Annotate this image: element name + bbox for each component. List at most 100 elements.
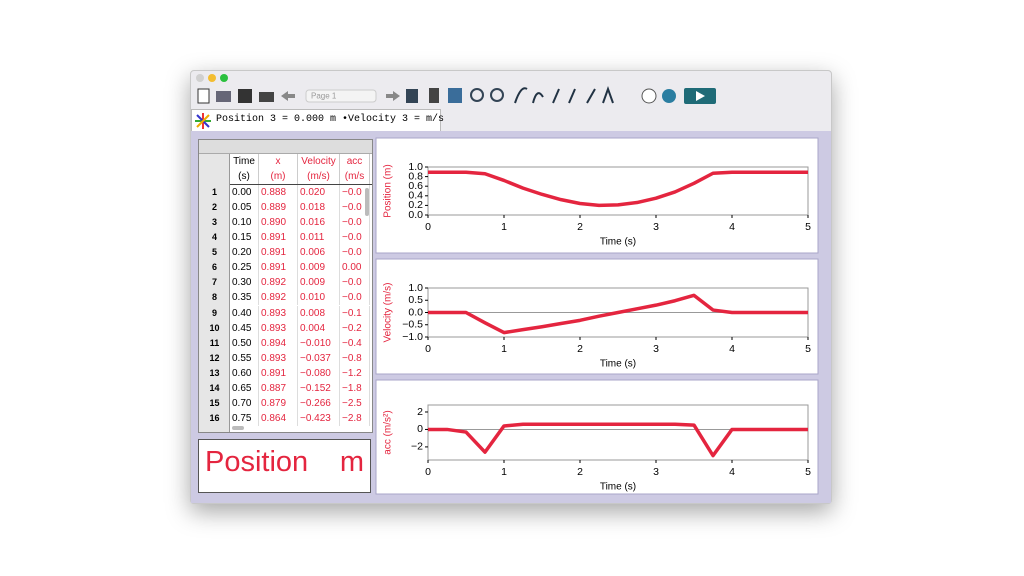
table-cell: 0.75 [230,411,259,427]
row-number: 15 [209,397,220,408]
row-number: 14 [209,382,220,393]
table-cell: 0.016 [298,215,340,231]
y-tick-label: 0 [417,423,423,435]
x-tick-label: 2 [577,343,583,355]
table-cell: 0.50 [230,335,259,351]
header-blank [199,140,372,154]
row-header-column [199,154,230,432]
table-cell: −0.0 [340,230,370,246]
y-axis-title: Position (m) [383,164,394,217]
table-cell: −0.423 [298,411,340,427]
table-cell: 0.004 [298,320,340,336]
x-tick-label: 5 [805,343,811,355]
row-number: 8 [211,292,217,303]
table-cell: 0.891 [259,260,298,276]
row-number: 6 [211,262,217,273]
y-tick-label: 0.2 [408,199,423,211]
row-number: 13 [209,367,220,378]
y-tick-label: 1.0 [408,282,423,294]
table-cell: −0.152 [298,380,340,396]
table-cell: −0.0 [340,290,370,306]
table-cell: −0.4 [340,335,370,351]
status-tab[interactable]: Position 3 = 0.000 m •Velocity 3 = m/s [191,109,444,133]
x-tick-label: 5 [805,221,811,233]
y-tick-label: 0.5 [408,294,423,306]
table-cell: −1.8 [340,380,370,396]
y-tick-label: 1.0 [408,161,423,173]
x-tick-label: 4 [729,343,735,355]
table-cell: 0.00 [230,185,259,200]
x-tick-label: 3 [653,343,659,355]
table-cell: −0.0 [340,200,370,216]
row-number: 11 [209,337,220,348]
x-tick-label: 0 [425,466,431,478]
data-line [428,422,808,458]
table-cell: −0.0 [340,215,370,231]
table-cell: 0.40 [230,305,259,321]
status-icon [195,113,211,129]
table-cell: 0.879 [259,395,298,411]
row-number: 3 [211,217,217,228]
table-cell: 0.009 [298,275,340,291]
table-cell: 0.30 [230,275,259,291]
table-cell: 0.893 [259,350,298,366]
scrollbar [365,188,369,216]
x-tick-label: 1 [501,343,507,355]
minimize-button[interactable] [208,74,216,82]
row-number: 10 [209,322,220,333]
table-cell: −2.8 [340,411,370,427]
table-cell: 0.890 [259,215,298,231]
row-number: 2 [211,202,217,213]
meter-unit: m [339,446,364,478]
x-tick-label: 5 [805,466,811,478]
column-header: x [259,154,298,169]
table-cell: 0.020 [298,185,340,200]
x-tick-label: 0 [425,221,431,233]
column-header: (m) [259,169,298,184]
table-cell: −0.080 [298,365,340,381]
table-cell: 0.893 [259,305,298,321]
x-tick-label: 2 [577,466,583,478]
table-cell: 0.891 [259,230,298,246]
x-tick-label: 3 [653,466,659,478]
plot-frame [427,404,809,461]
table-cell: −0.0 [340,185,370,200]
y-tick-label: −1.0 [402,331,423,343]
table-cell: 0.15 [230,230,259,246]
y-tick-label: 0.6 [408,180,423,192]
data-table[interactable]: Time (s) x (m) Velocity (m/s) acc (m/s 1 0.00 0.88… [198,139,373,433]
x-tick-label: 1 [501,466,507,478]
table-cell: −0.2 [340,320,370,336]
table-cell: 0.018 [298,200,340,216]
table-cell: 0.45 [230,320,259,336]
y-tick-label: −2 [411,441,423,453]
header-rule [230,184,372,185]
toolbar-icons[interactable] [197,86,716,104]
page-selector[interactable] [305,89,377,103]
data-line [428,170,808,208]
x-tick-label: 4 [729,221,735,233]
x-axis-title: Time (s) [600,237,636,248]
x-axis-title: Time (s) [600,482,636,493]
scrollbar-h [232,426,244,430]
toolbar: Page 1 [196,74,716,104]
y-axis-title: acc (m/s²) [383,410,394,454]
row-number: 1 [211,187,217,197]
table-cell: 0.20 [230,245,259,261]
close-button[interactable] [196,74,204,82]
table-cell: 0.888 [259,185,298,200]
table-cell: 0.010 [298,290,340,306]
table-cell: 0.864 [259,411,298,427]
table-cell: 0.008 [298,305,340,321]
table-cell: −0.266 [298,395,340,411]
zoom-button[interactable] [220,74,228,82]
column-header: Time [230,154,259,169]
table-cell: 0.892 [259,290,298,306]
table-cell: 0.889 [259,200,298,216]
table-cell: 0.894 [259,335,298,351]
graph-panel [375,379,819,495]
table-cell: −1.2 [340,365,370,381]
table-cell: 0.009 [298,260,340,276]
table-cell: 0.65 [230,380,259,396]
